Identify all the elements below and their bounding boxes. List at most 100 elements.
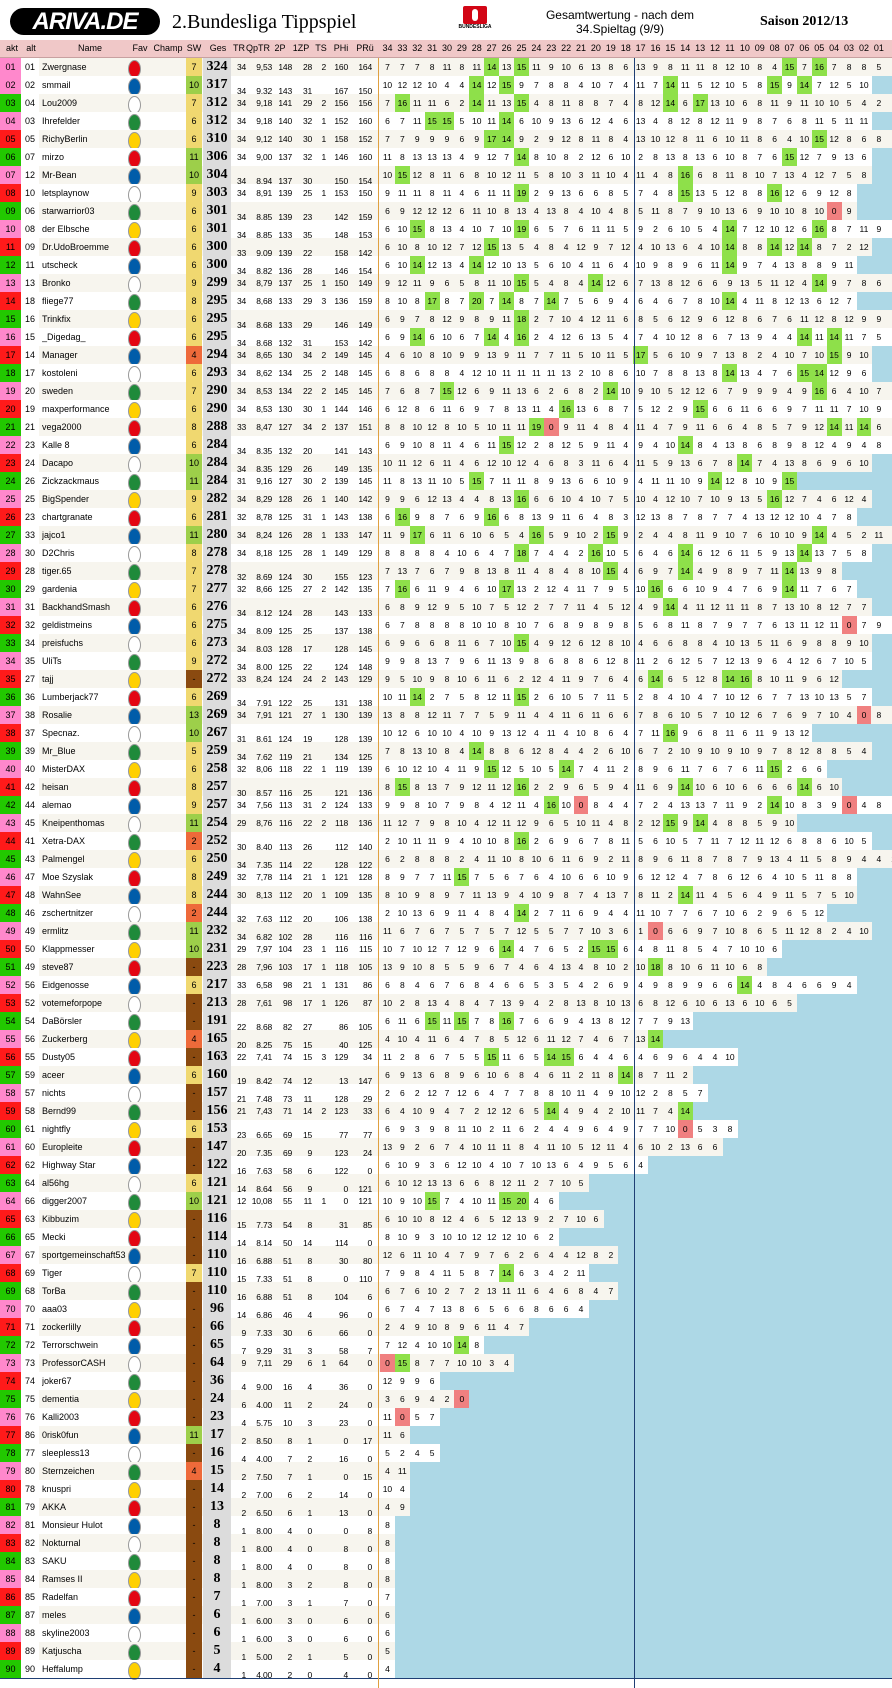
player-name[interactable]: sweden [42, 386, 74, 396]
table-row[interactable]: 87 87 meles -6 1 6,00 3 0 6 0 6 [0, 1606, 892, 1626]
table-row[interactable]: 01 01 Zwergnase 7 324 34 9,53 148 28 2 160 164 7 7 7 8 1… [0, 58, 892, 78]
player-name[interactable]: vega2000 [42, 422, 82, 432]
table-row[interactable]: 25 25 BigSpender 9 282 34 8,29 128 26 1 140 142 9 9 6 1… [0, 490, 892, 510]
player-name[interactable]: Mecki [42, 1232, 66, 1242]
player-name[interactable]: tajj [42, 674, 54, 684]
table-row[interactable]: 60 61 nightfly 6 153 23 6,65 69 15 77 77 6 9 3 9 8 11 10 2… [0, 1120, 892, 1140]
table-row[interactable]: 26 23 chartgranate 6 281 32 8,78 125 31 1 143 138 6 1… [0, 508, 892, 528]
player-name[interactable]: D2Chris [42, 548, 75, 558]
player-name[interactable]: knuspri [42, 1484, 72, 1494]
table-row[interactable]: 61 60 Europleite -147 20 7,35 69 9 123 24 13 9 2 6 7 4 1… [0, 1138, 892, 1158]
table-row[interactable]: 04 03 Ihrefelder 6 312 34 9,18 140 32 1 152 160 6 7 11… [0, 112, 892, 132]
table-row[interactable]: 84 83 SAKU -8 1 8,00 4 0 8 0 8 [0, 1552, 892, 1572]
table-row[interactable]: 74 74 joker67-36 4 9,00 16 4 36 0 12 9 9 6 [0, 1372, 892, 1392]
table-row[interactable]: 29 28 tiger.65 7 278 32 8,69 124 30 155 123 7 13 7 6 7 9… [0, 562, 892, 582]
player-name[interactable]: sleepless13 [42, 1448, 90, 1458]
table-row[interactable]: 83 82 Nokturnal -8 1 8,00 4 0 8 0 8 [0, 1534, 892, 1554]
player-name[interactable]: Moe Szyslak [42, 872, 94, 882]
table-row[interactable]: 33 34 preisfuchs 6 273 34 8,03 128 17 128 145 6 9 6 6 8… [0, 634, 892, 654]
table-row[interactable]: 37 38 Rosalie 13 269 34 7,91 121 27 1 130 139 13 8 8 12… [0, 706, 892, 726]
table-row[interactable]: 24 26 Zickzackmaus 11 284 31 9,16 127 30 2 139 145 1… [0, 472, 892, 492]
table-row[interactable]: 62 62 Highway Star -122 16 7,63 58 6 122 0 6 10 9 3 6 1… [0, 1156, 892, 1176]
table-row[interactable]: 54 54 DaBörsler -191 22 8,68 82 27 86 105 6 11 6 15 11… [0, 1012, 892, 1032]
player-name[interactable]: ermlitz [42, 926, 69, 936]
table-row[interactable]: 48 46 zschertnitzer 2 244 32 7,63 112 20 106 138 2 1… [0, 904, 892, 924]
table-row[interactable]: 86 85 Radelfan -7 1 7,00 3 1 7 0 7 [0, 1588, 892, 1608]
table-row[interactable]: 19 20 sweden 7 290 34 8,53 134 22 2 145 145 7 6 8 7 15 12… [0, 382, 892, 402]
table-row[interactable]: 32 32 geldistmeins 6 275 34 8,09 125 25 137 138 6 7 8… [0, 616, 892, 636]
player-name[interactable]: Bernd99 [42, 1106, 77, 1116]
player-name[interactable]: _Digedag_ [42, 332, 86, 342]
table-row[interactable]: 06 07 mirzo 11 306 34 9,00 137 32 1 146 160 11 8 13 13 1… [0, 148, 892, 168]
table-row[interactable]: 63 64 al56hg 6 121 14 8,64 56 9 0 121 6 10 12 13 13 6 6 8 1… [0, 1174, 892, 1194]
player-name[interactable]: Europleite [42, 1142, 83, 1152]
table-row[interactable]: 18 17 kostoleni 6 293 34 8,62 134 25 2 148 145 6 8 6 8 8… [0, 364, 892, 384]
table-row[interactable]: 81 79 AKKA -13 2 6,50 6 1 13 0 4 9 [0, 1498, 892, 1518]
table-row[interactable]: 45 43 Palmengel 6 250 34 7,35 114 22 128 122 6 2 8 8 8 2… [0, 850, 892, 870]
table-row[interactable]: 72 72 Terrorschwein -65 7 9,29 31 3 58 7 7 12 4 10 10 1… [0, 1336, 892, 1356]
table-row[interactable]: 70 70 aaa03-96 14 6,86 46 4 96 0 6 7 4 7 13 8 6 5 6 6 8 6 6 4 [0, 1300, 892, 1320]
table-row[interactable]: 82 81 Monsieur Hulot -8 1 8,00 4 0 0 8 8 [0, 1516, 892, 1536]
table-row[interactable]: 21 21 vega2000 8 288 33 8,47 127 34 2 137 151 8 8 10 12… [0, 418, 892, 438]
table-row[interactable]: 53 52 votemeforpope -213 28 7,61 98 17 1 126 87 10 2… [0, 994, 892, 1014]
player-name[interactable]: maxperformance [42, 404, 110, 414]
player-name[interactable]: starwarrior03 [42, 206, 95, 216]
table-row[interactable]: 77 86 0risk0fun 11 17 2 8,50 8 1 0 17 11 6 [0, 1426, 892, 1446]
player-name[interactable]: Rosalie [42, 710, 73, 720]
player-name[interactable]: mirzo [42, 152, 64, 162]
player-name[interactable]: jajco1 [42, 530, 66, 540]
player-name[interactable]: tiger.65 [42, 566, 72, 576]
table-row[interactable]: 56 55 Dusty05-163 22 7,41 74 15 3 129 34 11 2 8 6 7 5 5 1… [0, 1048, 892, 1068]
table-row[interactable]: 50 50 Klappmesser 10 231 29 7,97 104 23 1 116 115 10… [0, 940, 892, 960]
player-name[interactable]: kostoleni [42, 368, 78, 378]
table-row[interactable]: 14 18 fliege77 8 295 34 8,68 133 29 3 136 159 8 10 8 17… [0, 292, 892, 312]
player-name[interactable]: SAKU [42, 1556, 67, 1566]
player-name[interactable]: Eidgenosse [42, 980, 90, 990]
table-row[interactable]: 31 31 BackhandSmash 6 276 34 8,12 124 28 143 133 6 8… [0, 598, 892, 618]
table-row[interactable]: 39 39 Mr_Blue 5 259 34 7,62 119 21 134 125 7 8 13 10 8 4… [0, 742, 892, 762]
table-row[interactable]: 09 06 starwarrior03 6 301 34 8,85 139 23 142 159 6 9… [0, 202, 892, 222]
table-row[interactable]: 40 40 MisterDAX 6 258 32 8,06 118 22 1 119 139 6 10 12… [0, 760, 892, 780]
player-name[interactable]: Trinkfix [42, 314, 71, 324]
player-name[interactable]: Ihrefelder [42, 116, 81, 126]
table-row[interactable]: 36 36 Lumberjack77 6 269 34 7,91 122 25 131 138 10 1… [0, 688, 892, 708]
player-name[interactable]: fliege77 [42, 296, 74, 306]
player-name[interactable]: Heffalump [42, 1664, 83, 1674]
player-name[interactable]: Mr_Blue [42, 746, 76, 756]
player-name[interactable]: der Elbsche [42, 224, 90, 234]
player-name[interactable]: Sternzeichen [42, 1466, 95, 1476]
player-name[interactable]: votemeforpope [42, 998, 103, 1008]
player-name[interactable]: UliTs [42, 656, 62, 666]
player-name[interactable]: geldistmeins [42, 620, 93, 630]
player-name[interactable]: skyline2003 [42, 1628, 90, 1638]
table-row[interactable]: 68 69 Tiger 7 110 15 7,33 51 8 0 110 7 9 8 4 11 5 8 7 14 6 3 4… [0, 1264, 892, 1284]
table-row[interactable]: 34 35 UliTs 9 272 34 8,00 125 22 124 148 9 9 8 13 7 9 6 11… [0, 652, 892, 672]
player-name[interactable]: zockerlilly [42, 1322, 82, 1332]
table-row[interactable]: 16 15 _Digedag_ 6 295 34 8,68 132 31 153 142 6 9 14 6 1… [0, 328, 892, 348]
player-name[interactable]: Palmengel [42, 854, 85, 864]
table-row[interactable]: 73 73 ProfessorCASH -64 9 7,11 29 6 1 64 0 0 15 8 7 7 10… [0, 1354, 892, 1374]
table-row[interactable]: 71 71 zockerlilly -66 9 7,33 30 6 66 0 2 4 9 10 8 9 6 11 4… [0, 1318, 892, 1338]
ariva-logo[interactable]: ARIVA.DE [10, 8, 160, 35]
table-row[interactable]: 88 88 skyline2003-6 1 6,00 3 0 6 0 6 [0, 1624, 892, 1644]
player-name[interactable]: RichyBerlin [42, 134, 88, 144]
table-row[interactable]: 28 30 D2Chris 8 278 34 8,18 125 28 1 149 129 8 8 8 8 4 10… [0, 544, 892, 564]
player-name[interactable]: nightfly [42, 1124, 71, 1134]
player-name[interactable]: preisfuchs [42, 638, 84, 648]
player-name[interactable]: alemao [42, 800, 72, 810]
player-name[interactable]: Monsieur Hulot [42, 1520, 103, 1530]
player-name[interactable]: Kalle 8 [42, 440, 70, 450]
table-row[interactable]: 35 27 tajj -272 33 8,24 124 24 2 143 129 9 5 10 9 8 10 6 1… [0, 670, 892, 690]
table-row[interactable]: 13 13 Bronko 9 299 34 8,79 137 25 1 150 149 9 12 11 9 6 5… [0, 274, 892, 294]
player-name[interactable]: Ramses II [42, 1574, 83, 1584]
table-row[interactable]: 69 68 TorBa -110 16 6,88 51 8 104 6 6 7 6 10 2 7 2 13 11 11… [0, 1282, 892, 1302]
player-name[interactable]: Klappmesser [42, 944, 95, 954]
table-row[interactable]: 12 11 utscheck 6 300 34 8,82 136 28 146 154 6 10 14 12… [0, 256, 892, 276]
table-row[interactable]: 49 49 ermlitz 11 232 34 6,82 102 28 116 116 11 6 7 6 7 5… [0, 922, 892, 942]
player-name[interactable]: DaBörsler [42, 1016, 83, 1026]
player-name[interactable]: dementia [42, 1394, 80, 1404]
table-row[interactable]: 22 23 Kalle 8 6 284 34 8,35 132 20 141 143 6 9 10 8 11 4… [0, 436, 892, 456]
player-name[interactable]: steve87 [42, 962, 74, 972]
player-name[interactable]: BigSpender [42, 494, 90, 504]
table-row[interactable]: 10 08 der Elbsche 6 301 34 8,85 133 35 148 153 6 10 1… [0, 220, 892, 240]
